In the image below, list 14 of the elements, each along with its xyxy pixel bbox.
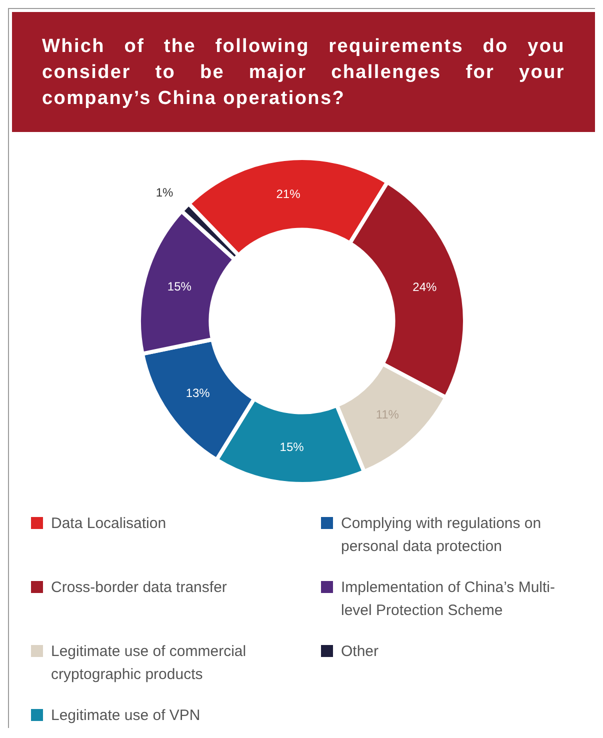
chart-title: Which of the following requirements do you consider to be major challenges for your company’s China operations? (12, 12, 595, 132)
legend-label: Implementation of China’s Multi-level Protection Scheme (341, 578, 556, 621)
data-label: 21% (276, 186, 301, 201)
legend-label: Data Localisation (51, 514, 168, 534)
legend-label: Cross-border data transfer (51, 578, 228, 598)
data-label: 13% (186, 386, 210, 400)
data-label: 24% (412, 280, 438, 294)
data-label: 15% (280, 440, 304, 454)
legend-label: Legitimate use of commercial cryptographic products (51, 642, 248, 685)
data-label: 15% (167, 280, 192, 294)
legend-label: Complying with regulations on personal data protection (341, 514, 542, 557)
legend-label: Other (341, 642, 380, 662)
data-label: 1% (156, 185, 174, 200)
legend-label: Legitimate use of VPN (51, 706, 202, 726)
